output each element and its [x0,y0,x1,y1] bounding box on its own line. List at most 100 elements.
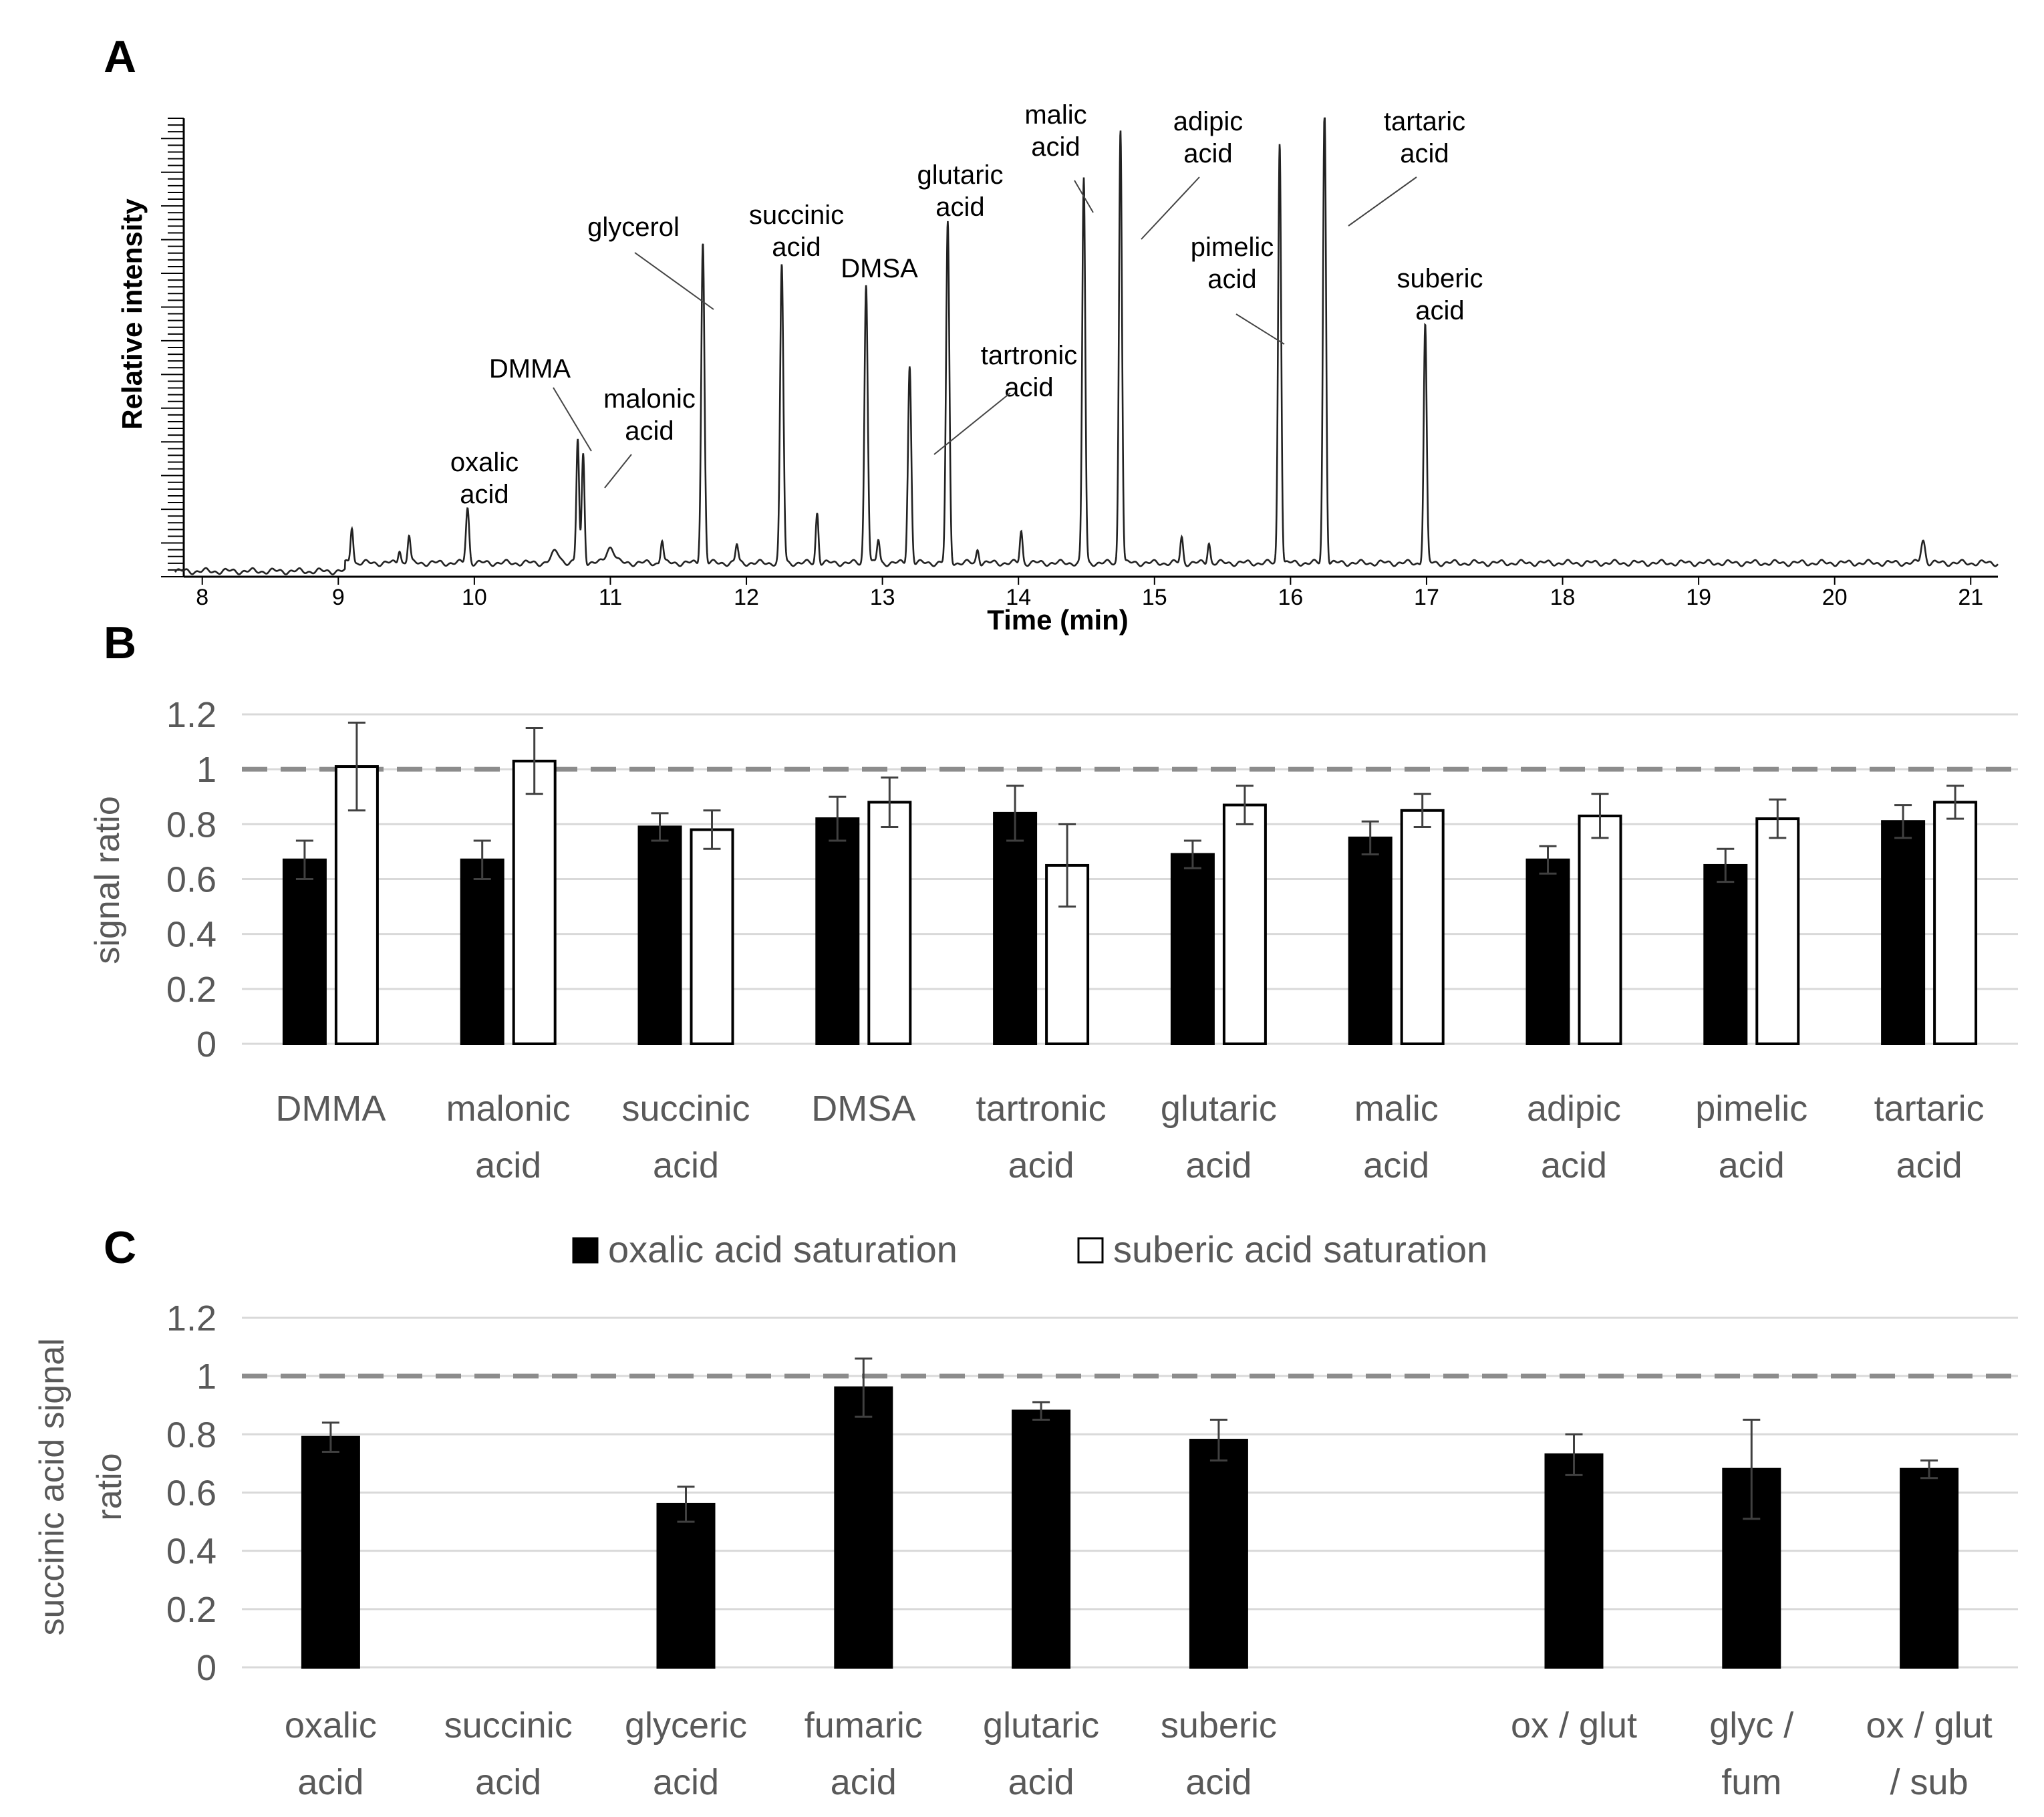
bar [1881,820,1926,1045]
chromatogram-x-tick-label: 18 [1550,585,1576,610]
category-label: malonic [446,1089,571,1129]
chromatogram-x-tick-label: 15 [1142,585,1167,610]
panel-b: B 0 0.2 0.4 0.6 0.8 1 1.2 signal ratio DMMA mal… [88,617,2018,1185]
category-label: suberic [1161,1705,1277,1745]
bar [1900,1467,1959,1669]
legend: oxalic acid saturation suberic acid satu… [572,1228,1487,1270]
panel-b-gridlines [242,713,2018,1045]
panel-b-bars [282,721,1978,1046]
category-label: pimelic [1695,1089,1807,1129]
peak-label: DMSA [841,254,918,283]
bar [1755,817,1800,1046]
bar [1703,863,1748,1046]
y-tick-label: 1 [196,750,216,790]
panel-b-y-axis-title: signal ratio [88,796,127,964]
chromatogram-x-tick-label: 21 [1958,585,1983,610]
y-tick-label: 0 [196,1648,216,1688]
panel-c-letter: C [104,1222,136,1273]
bar [834,1386,893,1669]
panel-c-bars [301,1357,1959,1669]
y-tick-label: 1.2 [166,1298,216,1339]
y-tick-label: 0.2 [166,1590,216,1630]
category-label: acid [475,1762,541,1802]
chromatogram-x-tick-label: 19 [1686,585,1711,610]
bar [282,858,327,1046]
panel-b-letter: B [104,617,136,668]
category-label: oxalic [285,1705,377,1745]
chromatogram-x-tick-label: 16 [1278,585,1303,610]
chromatogram-x-tick-label: 12 [734,585,759,610]
category-label: malic [1354,1089,1439,1129]
peak-label: acid [1183,139,1232,168]
chromatogram-x-tick-label: 8 [196,585,208,610]
category-label: adipic [1527,1089,1621,1129]
peak-label: acid [1004,373,1053,402]
peak-leader-line [604,454,632,488]
bar [1189,1439,1248,1669]
category-label: tartronic [976,1089,1107,1129]
peak-label: malonic [603,384,696,414]
panel-c-y-axis-title: succinic acid signal ratio [33,1338,129,1635]
chromatogram-axes [161,118,1998,578]
y-tick-label: 1.2 [166,695,216,735]
y-tick-label: 1 [196,1357,216,1397]
chromatogram-x-ticks: 8 9 10 11 12 13 14 15 16 17 18 19 20 21 [196,577,1983,610]
peak-label: malic [1024,100,1086,130]
peak-label: acid [1400,139,1449,168]
bar [1222,803,1267,1045]
peak-label: acid [625,416,674,446]
chromatogram-x-tick-label: 14 [1006,585,1031,610]
peak-label: adipic [1173,107,1244,136]
y-tick-label: 0 [196,1024,216,1065]
bar [334,765,379,1046]
category-label: acid [1008,1145,1074,1185]
legend-swatch-suberic [1077,1237,1104,1264]
peak-label: suberic [1397,264,1483,293]
peak-label: acid [935,192,984,222]
category-label: fum [1721,1762,1781,1802]
category-label: acid [653,1145,719,1185]
peak-label: pimelic [1191,233,1274,262]
bar [1544,1453,1604,1669]
chromatogram-x-tick-label: 9 [332,585,345,610]
y-tick-label: 0.8 [166,1415,216,1455]
chromatogram-y-axis-title: Relative intensity [116,198,148,430]
peak-leader-line [1141,176,1200,240]
category-label: acid [1896,1145,1962,1185]
y-tick-label: 0.6 [166,860,216,900]
panel-c-category-labels: oxalic acid succinic acid glyceric acid fumari… [285,1705,1993,1802]
peak-leader-line [1348,176,1417,227]
peak-label: acid [1207,265,1256,294]
chromatogram-x-tick-label: 11 [599,585,622,610]
category-label: fumaric [805,1705,923,1745]
peak-label: glutaric [917,160,1004,190]
category-label: acid [1185,1145,1252,1185]
peak-label: oxalic [450,448,519,477]
panel-a: A Relative intensity Time (min) 8 9 10 11 12… [104,31,1999,636]
peak-leader-line [1235,313,1285,345]
chromatogram-x-tick-label: 10 [462,585,487,610]
category-label: glutaric [1161,1089,1277,1129]
category-label: acid [297,1762,363,1802]
panel-a-letter: A [104,31,136,82]
bar [1578,815,1622,1045]
bar [512,759,557,1045]
peak-leader-line [634,252,714,310]
bar [656,1502,716,1669]
category-label: ox / glut [1866,1705,1993,1745]
peak-label: tartronic [981,341,1078,370]
legend-swatch-oxalic [572,1237,599,1264]
category-label: acid [1185,1762,1252,1802]
bar [1400,809,1445,1045]
peak-leader-line [933,392,1011,455]
legend-label-oxalic: oxalic acid saturation [608,1228,958,1270]
peak-label: acid [1415,296,1464,325]
category-label: acid [831,1762,897,1802]
peak-leader-line [553,387,592,452]
peak-label: acid [772,233,821,262]
peak-label: tartaric [1384,107,1465,136]
bar [1348,836,1393,1045]
y-tick-label: 0.4 [166,915,216,955]
